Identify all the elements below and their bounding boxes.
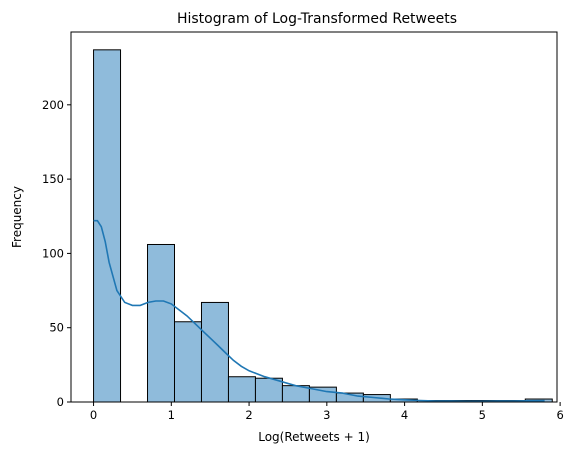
histogram-bar-3 xyxy=(173,321,202,403)
histogram-bar-2 xyxy=(147,243,175,403)
histogram-bar-6 xyxy=(254,377,283,403)
kde-line xyxy=(93,219,545,403)
x-tick-label-1: 1 xyxy=(168,408,175,422)
y-tick-label-50: 50 xyxy=(49,321,64,335)
y-axis-label: Frequency xyxy=(10,186,24,248)
x-tick-label-6: 6 xyxy=(556,408,563,422)
y-axis-ticks: 0 50 100 150 200 xyxy=(42,98,71,409)
x-tick-label-0: 0 xyxy=(90,408,97,422)
y-tick-label-150: 150 xyxy=(42,172,64,186)
bars-group xyxy=(93,49,553,403)
x-tick-label-4: 4 xyxy=(401,408,408,422)
x-tick-label-3: 3 xyxy=(323,408,330,422)
chart-title: Histogram of Log-Transformed Retweets xyxy=(177,11,457,27)
y-tick-label-100: 100 xyxy=(42,246,64,260)
plot-frame xyxy=(70,31,558,403)
histogram-bar-0 xyxy=(93,49,122,403)
x-tick-label-2: 2 xyxy=(245,408,252,422)
x-axis-label: Log(Retweets + 1) xyxy=(258,430,370,444)
x-tick-label-5: 5 xyxy=(479,408,486,422)
y-tick-label-0: 0 xyxy=(57,395,64,409)
y-tick-label-200: 200 xyxy=(42,98,64,112)
histogram-bar-5 xyxy=(227,376,256,403)
x-axis-ticks: 0 1 2 3 4 5 6 xyxy=(90,402,564,422)
